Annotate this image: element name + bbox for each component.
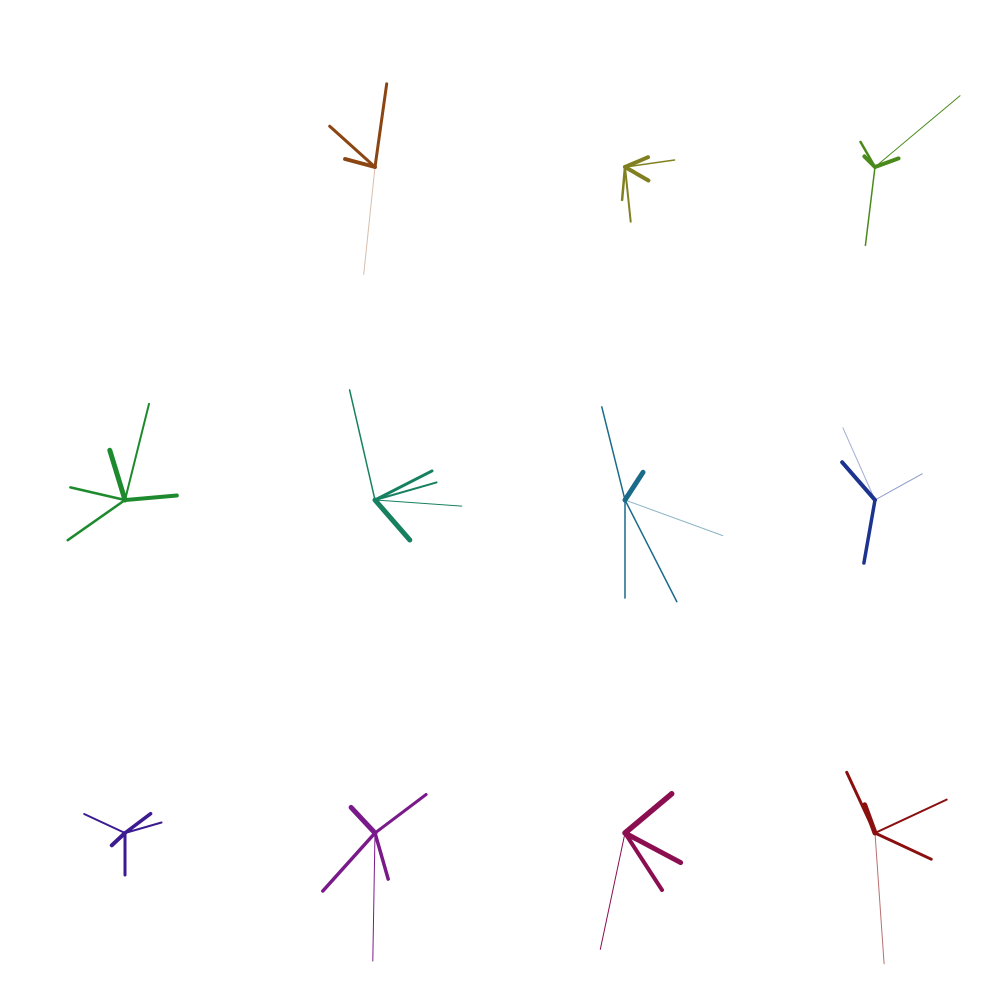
glyph-olive-ray-3 (625, 167, 648, 181)
glyph-brown-ray-1 (375, 84, 387, 167)
glyph-crimson (847, 772, 947, 963)
glyph-brown-ray-4 (364, 167, 375, 274)
glyph-crimson-ray-4 (875, 800, 947, 833)
glyph-crimson-ray-3 (865, 805, 875, 833)
glyph-indigo-ray-1 (84, 814, 125, 833)
glyph-magenta-ray-4 (600, 833, 625, 949)
glyph-leaf-green-ray-4 (875, 158, 899, 167)
glyph-navy-ray-1 (843, 428, 875, 500)
glyph-teal-blue-ray-2 (625, 472, 643, 500)
glyph-teal-green-ray-5 (375, 500, 410, 540)
glyph-green-ray-2 (110, 450, 125, 500)
glyph-olive (622, 157, 674, 222)
glyph-teal-green-ray-1 (350, 390, 375, 500)
glyph-navy-ray-2 (842, 462, 875, 500)
glyph-purple-ray-3 (323, 833, 375, 891)
glyph-purple-ray-5 (373, 833, 375, 961)
glyph-leaf-green-ray-5 (865, 167, 875, 245)
glyph-olive-ray-5 (625, 167, 631, 222)
glyph-green (68, 404, 177, 540)
glyph-magenta-ray-1 (625, 794, 672, 833)
glyph-purple (323, 795, 426, 962)
glyph-purple-ray-1 (351, 807, 375, 833)
glyph-green-ray-5 (68, 500, 125, 540)
glyph-purple-ray-4 (375, 833, 388, 879)
glyph-purple-ray-2 (375, 795, 426, 834)
glyph-leaf-green (861, 96, 961, 246)
glyph-leaf-green-ray-1 (875, 96, 960, 167)
glyph-magenta (600, 794, 680, 950)
glyph-navy-ray-3 (875, 474, 922, 500)
glyph-teal-blue-ray-4 (625, 500, 677, 602)
glyph-green-ray-4 (125, 496, 177, 501)
glyph-crimson-ray-5 (875, 833, 931, 859)
glyph-green-ray-1 (125, 404, 149, 500)
glyph-teal-green-ray-4 (375, 500, 462, 506)
glyph-indigo-ray-4 (112, 833, 125, 845)
glyph-navy (842, 428, 922, 563)
glyph-teal-green (350, 390, 462, 540)
glyph-teal-blue (602, 407, 723, 602)
glyph-navy-ray-4 (864, 500, 875, 563)
glyph-brown (330, 84, 387, 275)
glyph-green-ray-3 (70, 487, 125, 500)
glyph-indigo (84, 814, 161, 875)
glyph-teal-blue-ray-1 (602, 407, 625, 500)
glyph-crimson-ray-1 (875, 833, 884, 964)
